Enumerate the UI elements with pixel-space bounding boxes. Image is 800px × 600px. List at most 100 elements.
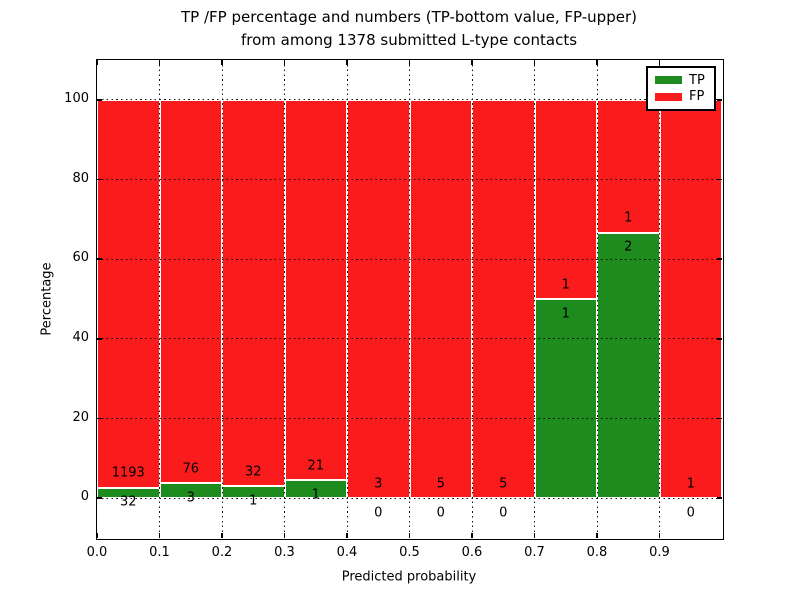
fp-count-label: 32: [244, 464, 262, 480]
x-tick-mark: [96, 533, 98, 538]
y-tick-mark: [97, 417, 102, 420]
x-tick-mark: [408, 533, 411, 538]
x-tick-mark: [158, 533, 161, 538]
legend-label-tp: TP: [689, 72, 705, 88]
legend-swatch-fp: [655, 92, 682, 101]
x-tick-mark-top: [408, 60, 411, 65]
x-tick-mark-top: [471, 60, 473, 65]
y-tick-label: 20: [72, 409, 89, 425]
x-axis-label: Predicted probability: [341, 569, 477, 585]
tp-count-label: 0: [686, 505, 695, 521]
gridline-x: [409, 60, 410, 538]
x-tick-label: 0.5: [399, 545, 420, 560]
x-tick-mark: [533, 533, 536, 538]
gridline-y: [97, 179, 722, 180]
tp-count-label: 1: [311, 487, 320, 503]
x-tick-mark: [596, 533, 598, 538]
y-tick-label: 80: [72, 170, 89, 186]
tp-count-label: 0: [499, 505, 508, 521]
x-tick-label: 0.6: [461, 545, 483, 560]
ticks-layer: [96, 60, 722, 538]
fp-count-label: 1193: [111, 465, 145, 481]
gridline-x: [471, 60, 473, 538]
gridline-y: [97, 99, 722, 101]
tp-count-label: 0: [436, 505, 445, 521]
gridline-y: [97, 497, 722, 499]
bar-segment-fp: [97, 99, 160, 488]
legend-label-fp: FP: [689, 89, 705, 105]
x-tick-label: 0.4: [336, 545, 358, 560]
tp-count-label: 2: [624, 239, 633, 255]
x-tick-label: 0.9: [649, 545, 670, 560]
fp-count-label: 76: [182, 461, 200, 477]
x-tick-mark: [221, 533, 223, 538]
x-tick-mark-top: [658, 60, 661, 65]
x-tick-label: 0.7: [524, 545, 545, 560]
gridline-y: [97, 418, 722, 419]
chart-title-line1: TP /FP percentage and numbers (TP-bottom…: [181, 8, 637, 26]
fp-count-label: 1: [686, 476, 695, 492]
gridline-y: [97, 258, 722, 260]
fp-count-label: 1: [624, 210, 633, 226]
tp-count-label: 1: [249, 493, 258, 509]
bar-segment-fp: [347, 99, 410, 499]
bars-layer: [97, 60, 722, 538]
gridline-y: [97, 338, 722, 340]
fp-count-label: 21: [307, 458, 325, 474]
plot-area: 1193 32 76 3 32 1 21 1 3 0 5 0 5 0 1 1 1 2 1 0 0.0 0.1 0.2 0.3 0…: [64, 58, 724, 560]
tp-count-label: 1: [561, 306, 570, 321]
gridline-x: [221, 60, 223, 538]
y-tick-label: 40: [72, 329, 89, 345]
fp-count-label: 3: [374, 476, 383, 492]
legend-item-fp: FP: [648, 90, 714, 103]
fp-count-label: 5: [436, 476, 445, 492]
y-tick-label: 60: [72, 250, 89, 266]
x-tick-mark-top: [221, 60, 223, 65]
gridline-x: [534, 60, 535, 538]
legend: TP FP: [646, 66, 716, 111]
x-tick-label: 0.3: [274, 545, 295, 560]
y-tick-label: 100: [64, 90, 89, 106]
fp-count-label: 5: [499, 476, 508, 492]
x-tick-mark: [283, 533, 286, 538]
y-tick-mark: [97, 338, 102, 340]
x-tick-mark-top: [283, 60, 286, 65]
x-tick-mark: [658, 533, 661, 538]
y-tick-mark-right: [717, 99, 722, 101]
gridline-x: [346, 60, 348, 538]
gridline-x: [159, 60, 160, 538]
x-tick-mark-top: [596, 60, 598, 65]
legend-item-tp: TP: [648, 74, 714, 87]
gridline-x: [284, 60, 285, 538]
x-tick-mark-top: [533, 60, 536, 65]
tp-count-label: 0: [374, 505, 383, 521]
grid-layer: [97, 60, 722, 538]
x-tick-mark: [471, 533, 473, 538]
y-tick-mark-right: [717, 497, 722, 499]
x-tick-mark-top: [96, 60, 98, 65]
tp-count-label: 3: [186, 490, 195, 506]
labels-layer: 1193 32 76 3 32 1 21 1 3 0 5 0 5 0 1 1 1 2 1 0 0.0 0.1 0.2 0.3 0…: [64, 60, 722, 560]
bar-segment-fp: [659, 99, 722, 499]
x-tick-label: 0.8: [586, 545, 608, 560]
gridline-x: [596, 60, 598, 538]
y-tick-mark-right: [717, 417, 722, 420]
fp-count-label: 1: [561, 277, 570, 292]
y-tick-mark: [97, 178, 102, 181]
legend-swatch-tp: [655, 76, 682, 85]
tp-count-label: 32: [119, 494, 137, 510]
y-axis-label: Percentage: [39, 262, 55, 336]
y-tick-mark-right: [717, 178, 722, 181]
x-tick-mark-top: [346, 60, 348, 65]
y-tick-mark-right: [717, 338, 722, 340]
y-tick-mark: [97, 258, 102, 260]
bar-segment-tp: [534, 299, 597, 499]
x-tick-label: 0.1: [149, 545, 170, 560]
y-tick-mark: [97, 99, 102, 101]
x-tick-mark: [346, 533, 348, 538]
x-tick-mark-top: [158, 60, 161, 65]
x-tick-label: 0.2: [211, 545, 233, 560]
x-tick-label: 0.0: [86, 545, 108, 560]
gridline-x: [659, 60, 660, 538]
